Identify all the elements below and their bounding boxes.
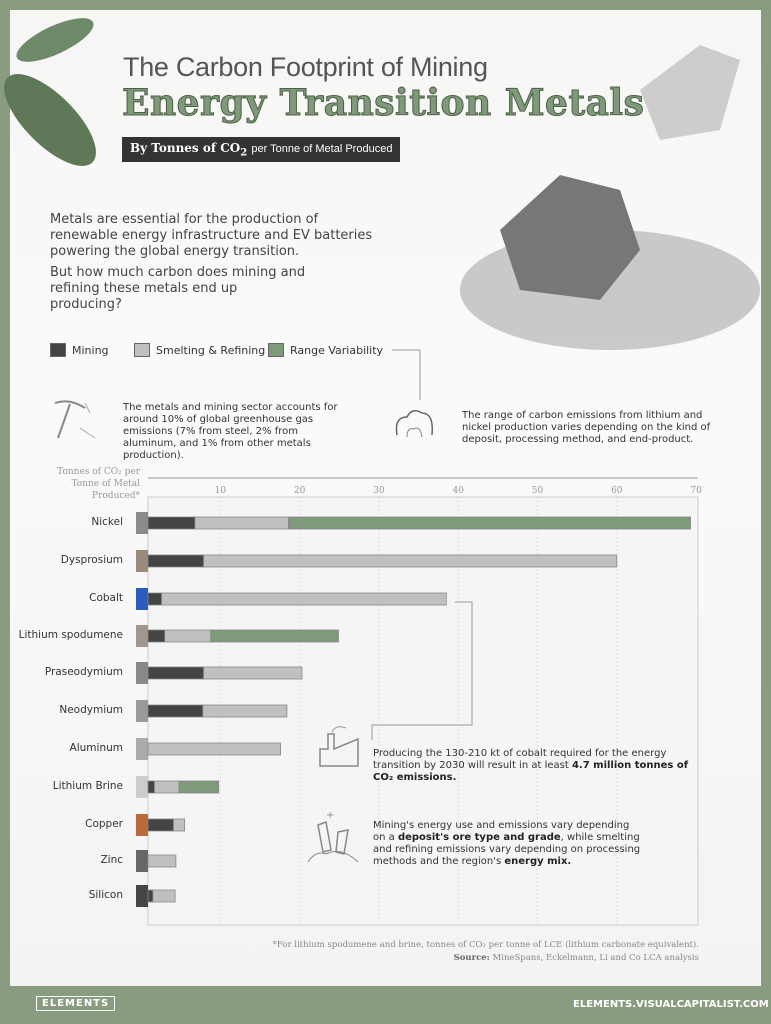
metal-sample-image bbox=[136, 885, 148, 907]
bar-mining bbox=[147, 818, 174, 832]
source-label: Source: bbox=[453, 953, 490, 963]
bar-range-variability bbox=[288, 516, 691, 530]
note-mining-bold: energy mix. bbox=[504, 856, 572, 867]
callout-line-cobalt bbox=[371, 601, 473, 740]
x-tick-label: 20 bbox=[294, 486, 306, 496]
x-tick-label: 30 bbox=[373, 486, 385, 496]
pickaxe-icon bbox=[54, 400, 96, 439]
svg-text:+: + bbox=[326, 810, 334, 821]
bar-range-variability bbox=[210, 629, 339, 643]
bar-smelting-refining bbox=[164, 629, 212, 643]
legend-mining: Mining bbox=[50, 343, 109, 357]
metal-sample-image bbox=[136, 588, 148, 610]
bar-smelting-refining bbox=[147, 742, 281, 756]
legend-label: Mining bbox=[72, 343, 109, 357]
bar-mining bbox=[147, 704, 204, 718]
note-mining-text: Mining's energy use and emissions vary d… bbox=[373, 820, 630, 843]
category-label: Zinc bbox=[100, 854, 123, 866]
legend-label: Smelting & Refining bbox=[156, 343, 266, 357]
bar-mining bbox=[147, 629, 166, 643]
category-label: Lithium Brine bbox=[52, 780, 123, 792]
category-label: Neodymium bbox=[59, 704, 123, 716]
bar-smelting-refining bbox=[154, 780, 180, 794]
legend-swatch bbox=[134, 343, 150, 357]
metal-sample-image bbox=[136, 814, 148, 836]
x-tick-label: 10 bbox=[215, 486, 227, 496]
legend-label: Range Variability bbox=[290, 343, 384, 357]
intro-paragraph-1: Metals are essential for the production … bbox=[50, 212, 373, 259]
crystal-icon: + bbox=[307, 810, 359, 863]
bar-mining bbox=[147, 592, 163, 606]
category-label: Lithium spodumene bbox=[18, 629, 123, 641]
legend-range: Range Variability bbox=[268, 343, 383, 357]
x-tick-label: 70 bbox=[690, 486, 702, 496]
legend-swatch bbox=[50, 343, 66, 357]
note-mining-bold: deposit's ore type and grade bbox=[397, 832, 561, 843]
metal-sample-image bbox=[136, 625, 148, 647]
leaf-icon bbox=[16, 18, 94, 62]
excavator-image bbox=[640, 45, 740, 140]
footnote: *For lithium spodumene and brine, tonnes… bbox=[272, 940, 699, 950]
x-tick-label: 60 bbox=[611, 486, 623, 496]
x-tick-label: 50 bbox=[532, 486, 544, 496]
note-cobalt-bold: 4.7 million tonnes of CO₂ emissions. bbox=[373, 760, 689, 783]
category-label: Praseodymium bbox=[44, 666, 123, 678]
leaf-icon bbox=[4, 74, 96, 166]
bar-smelting-refining bbox=[173, 818, 186, 832]
note-sector: The metals and mining sector accounts fo… bbox=[123, 402, 338, 461]
note-cobalt: Producing the 130-210 kt of cobalt requi… bbox=[373, 748, 693, 784]
category-label: Dysprosium bbox=[60, 554, 123, 566]
bar-smelting-refining bbox=[202, 704, 288, 718]
metal-sample-image bbox=[136, 512, 148, 534]
metal-sample-image bbox=[136, 662, 148, 684]
note-cobalt-text: Producing the 130-210 kt of cobalt requi… bbox=[373, 748, 667, 771]
note-mining: Mining's energy use and emissions vary d… bbox=[373, 820, 643, 868]
metal-sample-image bbox=[136, 700, 148, 722]
bar-mining bbox=[147, 780, 155, 794]
title-line2: Energy Transition Metals bbox=[121, 82, 645, 125]
bar-smelting-refining bbox=[203, 554, 618, 568]
title-line1: The Carbon Footprint of Mining bbox=[123, 52, 488, 82]
source-text: MineSpans, Eckelmann, Li and Co LCA anal… bbox=[492, 953, 699, 963]
note-range: The range of carbon emissions from lithi… bbox=[462, 410, 711, 445]
metal-sample-image bbox=[136, 850, 148, 872]
legend-swatch bbox=[268, 343, 284, 357]
subtitle-post: per Tonne of Metal Produced bbox=[251, 143, 393, 155]
metal-sample-image bbox=[136, 550, 148, 572]
category-label: Nickel bbox=[91, 516, 123, 528]
rock-image bbox=[500, 175, 640, 300]
bar-mining bbox=[147, 666, 205, 680]
factory-icon bbox=[319, 726, 359, 767]
bar-smelting-refining bbox=[147, 854, 177, 868]
category-label: Copper bbox=[85, 818, 123, 830]
bar-mining bbox=[147, 889, 154, 903]
legend-smelting: Smelting & Refining bbox=[134, 343, 265, 357]
metal-sample-image bbox=[136, 776, 148, 798]
subtitle-badge: By Tonnes of CO2 per Tonne of Metal Prod… bbox=[122, 137, 401, 163]
bar-smelting-refining bbox=[203, 666, 303, 680]
cloud-icon bbox=[395, 410, 434, 438]
bar-smelting-refining bbox=[152, 889, 176, 903]
source: Source: MineSpans, Eckelmann, Li and Co … bbox=[454, 953, 699, 963]
subtitle-sub: 2 bbox=[240, 147, 248, 159]
category-label: Cobalt bbox=[89, 592, 123, 604]
footer-site-link[interactable]: ELEMENTS.VISUALCAPITALIST.COM bbox=[573, 999, 769, 1010]
bar-mining bbox=[147, 554, 205, 568]
bar-mining bbox=[147, 516, 196, 530]
metal-sample-image bbox=[136, 738, 148, 760]
axis-label: Tonnes of CO₂ per Tonne of Metal Produce… bbox=[57, 467, 140, 501]
x-tick-label: 40 bbox=[452, 486, 464, 496]
bar-smelting-refining bbox=[194, 516, 289, 530]
subtitle-pre: By Tonnes of CO bbox=[130, 141, 241, 155]
bar-smelting-refining bbox=[161, 592, 447, 606]
elements-logo[interactable]: ELEMENTS bbox=[36, 996, 116, 1011]
note-mining-text: , while smelting and refining emissions … bbox=[373, 832, 641, 867]
callout-line bbox=[392, 349, 421, 400]
intro-paragraph-2: But how much carbon does mining and refi… bbox=[50, 265, 306, 312]
category-label: Aluminum bbox=[69, 742, 123, 754]
category-label: Silicon bbox=[88, 889, 123, 901]
bar-range-variability bbox=[178, 780, 220, 794]
